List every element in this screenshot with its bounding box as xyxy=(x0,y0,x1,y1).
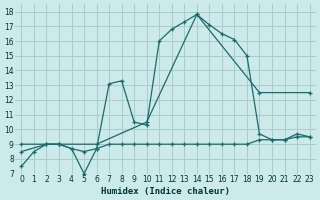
X-axis label: Humidex (Indice chaleur): Humidex (Indice chaleur) xyxy=(101,187,230,196)
